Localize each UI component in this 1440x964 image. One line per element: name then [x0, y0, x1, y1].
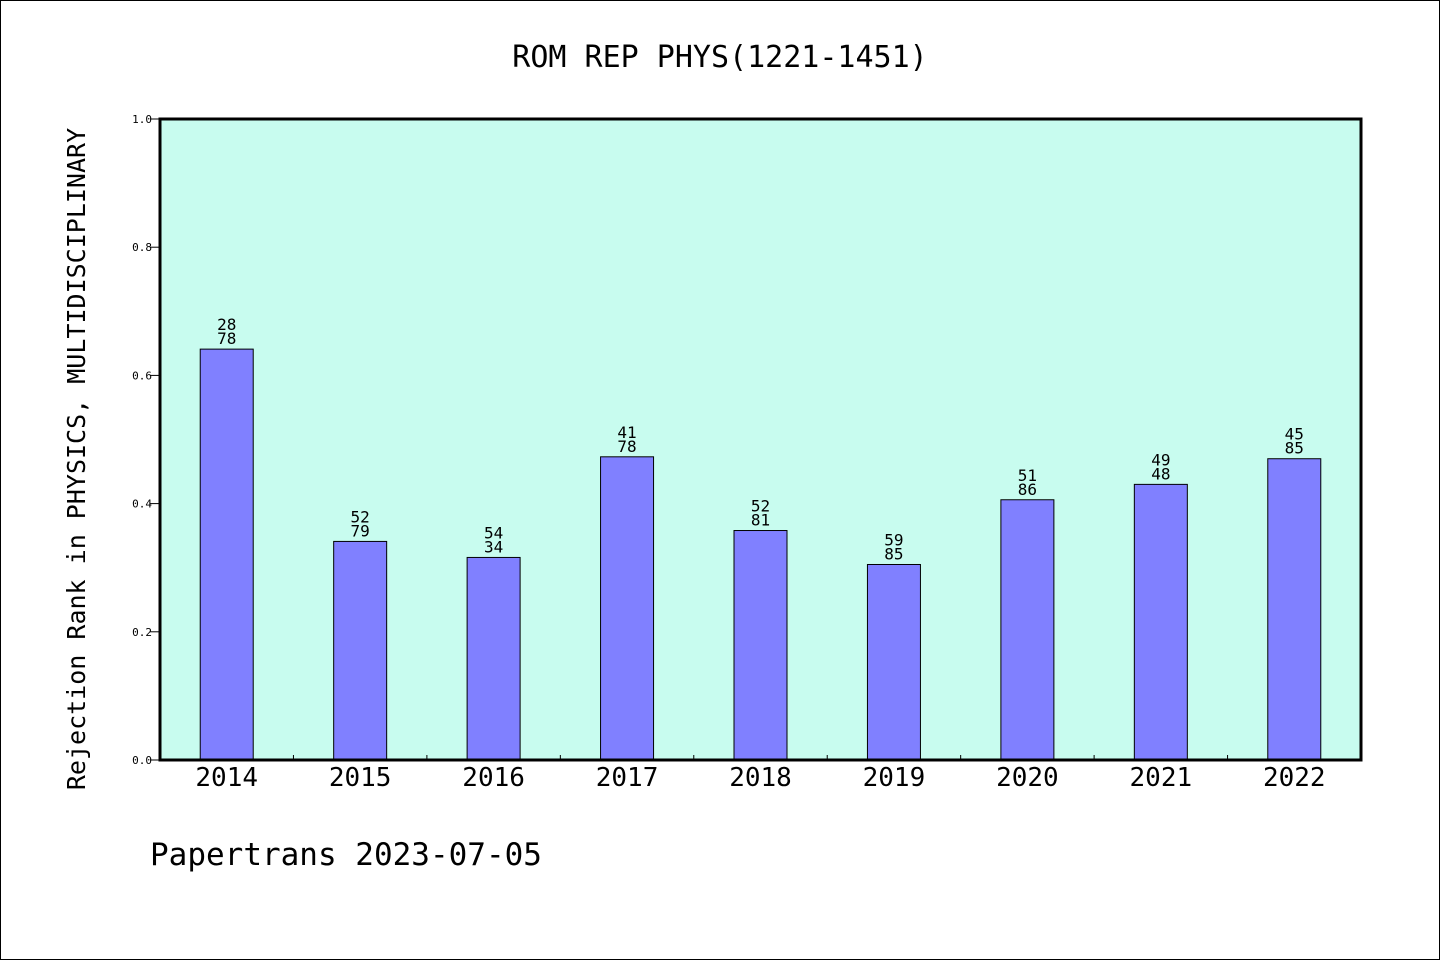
x-axis-ticks: 2014 2015 2016 2017 2018 2019 2020 2021 2022 — [195, 755, 1326, 793]
y-tick-label: 0.4 — [132, 498, 152, 511]
bar-label-bottom: 85 — [1285, 439, 1304, 458]
bar-2015 — [333, 540, 388, 761]
bar-label-top: 41 — [617, 423, 636, 442]
y-tick-label: 0.8 — [132, 241, 152, 254]
y-axis-ticks: 0.0 0.2 0.4 0.6 0.8 1.0 — [132, 113, 160, 767]
plot-border — [158, 117, 1363, 762]
y-tick-label: 0.0 — [132, 754, 152, 767]
bar-label-bottom: 81 — [751, 511, 770, 530]
bar-label-bottom: 78 — [617, 437, 636, 456]
y-tick-label: 0.6 — [132, 369, 152, 382]
y-axis-label: Rejection Rank in PHYSICS, MULTIDISCIPLI… — [62, 128, 91, 790]
bar-label-top: 52 — [351, 507, 370, 526]
x-tick-label: 2014 — [195, 763, 258, 793]
bar-label-top: 52 — [751, 497, 770, 516]
bar-label-top: 51 — [1018, 466, 1037, 485]
bar-label-bottom: 78 — [217, 329, 236, 348]
x-tick-label: 2015 — [329, 763, 392, 793]
x-tick-label: 2016 — [462, 763, 525, 793]
y-tick-label: 1.0 — [132, 113, 152, 126]
chart-title: ROM REP PHYS(1221-1451) — [512, 40, 927, 75]
bars — [199, 348, 1322, 761]
bar-label-top: 54 — [484, 523, 503, 542]
bar-label-bottom: 48 — [1151, 464, 1170, 483]
x-tick-label: 2017 — [596, 763, 659, 793]
bar-label-top: 45 — [1285, 425, 1304, 444]
bar-2018 — [733, 530, 788, 761]
bar-label-top: 59 — [884, 530, 903, 549]
y-tick-label: 0.2 — [132, 626, 152, 639]
bar-2022 — [1267, 458, 1322, 761]
bar-label-bottom: 34 — [484, 537, 503, 556]
bar-label-bottom: 85 — [884, 544, 903, 563]
bar-2017 — [600, 456, 655, 761]
bar-2019 — [866, 563, 921, 761]
x-tick-label: 2018 — [729, 763, 792, 793]
footer-text: Papertrans 2023-07-05 — [150, 837, 542, 873]
bar-label-bottom: 86 — [1018, 480, 1037, 499]
x-tick-label: 2019 — [863, 763, 926, 793]
bar-label-bottom: 79 — [351, 521, 370, 540]
x-tick-label: 2020 — [996, 763, 1059, 793]
x-tick-label: 2022 — [1263, 763, 1326, 793]
bar-2016 — [466, 556, 521, 761]
bar-label-top: 28 — [217, 315, 236, 334]
bar-2020 — [1000, 499, 1055, 761]
bar-label-top: 49 — [1151, 450, 1170, 469]
bar-2021 — [1133, 483, 1188, 761]
x-tick-label: 2021 — [1130, 763, 1193, 793]
bar-2014 — [199, 348, 254, 761]
